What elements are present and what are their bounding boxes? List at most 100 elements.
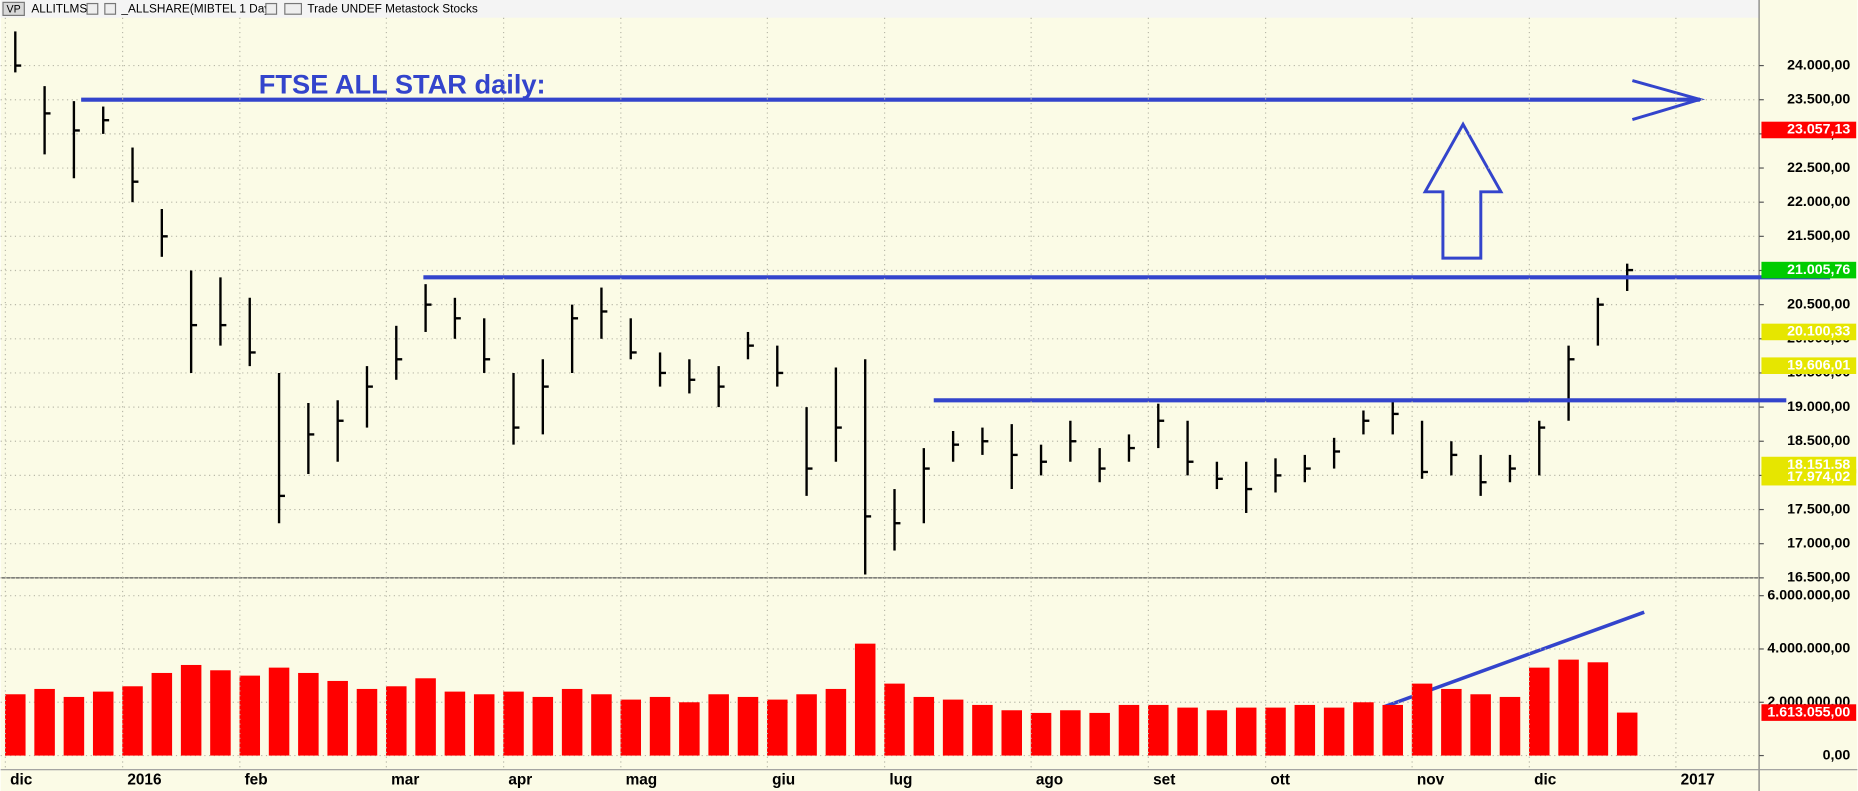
volume-bar	[34, 688, 55, 756]
info: Trade UNDEF Metastock Stocks	[307, 2, 478, 16]
x-tick-label: ott	[1270, 771, 1290, 788]
price-marker-label: 1.613.055,00	[1767, 704, 1850, 720]
x-tick-label: dic	[1534, 771, 1557, 788]
volume-bar	[972, 704, 993, 756]
y-tick-label: 18.500,00	[1787, 433, 1850, 449]
volume-bar	[1148, 704, 1169, 756]
price-marker-label: 18.151,58	[1787, 457, 1850, 473]
volume-bar	[1558, 659, 1579, 756]
dropdown[interactable]	[86, 2, 99, 15]
y-tick-label: 21.500,00	[1787, 228, 1850, 244]
price-marker	[1761, 704, 1857, 721]
volume-bar	[122, 686, 143, 756]
x-tick-label: ago	[1036, 771, 1063, 788]
price-marker-label: 21.005,76	[1787, 262, 1850, 278]
price-marker-label: 20.100,33	[1787, 324, 1850, 340]
volume-bar	[620, 699, 642, 756]
volume-bar	[327, 680, 348, 756]
volume-bar	[239, 675, 261, 756]
security[interactable]: _ALLSHARE(MIBTEL 1 Day	[120, 2, 270, 16]
volume-bar	[1353, 702, 1374, 756]
price-marker-label: 23.057,13	[1787, 122, 1850, 138]
volume-bar	[532, 696, 554, 756]
volume-bar	[1294, 704, 1316, 756]
y-tick-label: 20.500,00	[1787, 296, 1850, 312]
y-tick-label: 24.000,00	[1787, 57, 1850, 73]
volume-bar	[1089, 712, 1110, 756]
volume-bar	[913, 696, 935, 756]
volume-bar	[884, 683, 905, 756]
y-tick-label: 22.000,00	[1787, 194, 1850, 210]
volume-bar	[180, 664, 202, 756]
y-tick-label: 17.000,00	[1787, 535, 1850, 551]
volume-bar	[415, 678, 436, 756]
volume-bar	[854, 643, 876, 756]
price-marker-label: 17.974,02	[1787, 469, 1850, 485]
volume-bar	[1470, 694, 1491, 756]
x-tick-label: set	[1153, 771, 1175, 788]
volume-bar	[1001, 710, 1022, 756]
volume-bar	[1499, 696, 1521, 756]
volume-bar	[649, 696, 671, 756]
volume-bar	[796, 694, 817, 756]
volume-bar	[708, 694, 729, 756]
dropdown[interactable]	[265, 2, 278, 15]
volume-bar	[1265, 707, 1286, 756]
volume-bar	[591, 694, 612, 756]
volume-bar	[1616, 712, 1638, 756]
volume-bar	[268, 667, 290, 756]
x-tick-label: giu	[772, 771, 795, 788]
price-marker	[1761, 468, 1857, 486]
y-tick-label: 17.500,00	[1787, 501, 1850, 517]
volume-bar	[1411, 683, 1433, 756]
x-tick-label: 2017	[1681, 771, 1715, 788]
volume-bar	[767, 699, 788, 756]
volume-bar	[825, 688, 847, 756]
volume-bar	[737, 696, 759, 756]
y-tick-label: 22.500,00	[1787, 160, 1850, 176]
volume-bar	[1118, 704, 1140, 756]
volume-bar	[151, 672, 173, 756]
volume-bar	[1323, 707, 1345, 756]
up-arrow	[1422, 121, 1504, 260]
symbol[interactable]: ALLITLMS	[31, 2, 87, 16]
badge[interactable]: VP	[7, 3, 21, 15]
volume-bar	[298, 672, 319, 756]
volume-bar	[92, 691, 114, 756]
price-marker	[1761, 121, 1857, 139]
price-marker	[1761, 261, 1857, 279]
x-tick-label: lug	[889, 771, 912, 788]
volume-bar	[1206, 710, 1228, 756]
x-tick-label: mar	[391, 771, 419, 788]
y-tick-label: 16.500,00	[1787, 570, 1850, 586]
annotation: FTSE ALL STAR daily:	[259, 69, 546, 100]
x-tick-label: mag	[626, 771, 658, 788]
x-tick-label: apr	[508, 771, 532, 788]
volume-bar	[1441, 688, 1462, 756]
volume-bar	[1060, 710, 1081, 756]
x-tick-label: dic	[10, 771, 33, 788]
price-marker-label: 19.606,01	[1787, 357, 1850, 373]
volume-bar	[1235, 707, 1257, 756]
volume-bar	[5, 694, 26, 756]
volume-bar	[63, 696, 85, 756]
y-tick-label: 19.000,00	[1787, 399, 1850, 415]
volume-bar	[444, 691, 466, 756]
y-tick-label: 6.000.000,00	[1767, 587, 1850, 603]
volume-bar	[679, 702, 700, 756]
dropdown[interactable]	[284, 2, 303, 15]
dropdown[interactable]	[104, 2, 117, 15]
volume-bar	[1382, 704, 1403, 756]
y-tick-label: 4.000.000,00	[1767, 641, 1850, 657]
y-tick-label: 23.500,00	[1787, 91, 1850, 107]
price-marker	[1761, 323, 1857, 341]
x-tick-label: nov	[1417, 771, 1445, 788]
volume-bar	[561, 688, 583, 756]
volume-bar	[473, 694, 495, 756]
volume-bar	[386, 686, 407, 756]
x-tick-label: 2016	[127, 771, 161, 788]
volume-bar	[1587, 662, 1609, 756]
badge-box[interactable]	[2, 1, 25, 16]
